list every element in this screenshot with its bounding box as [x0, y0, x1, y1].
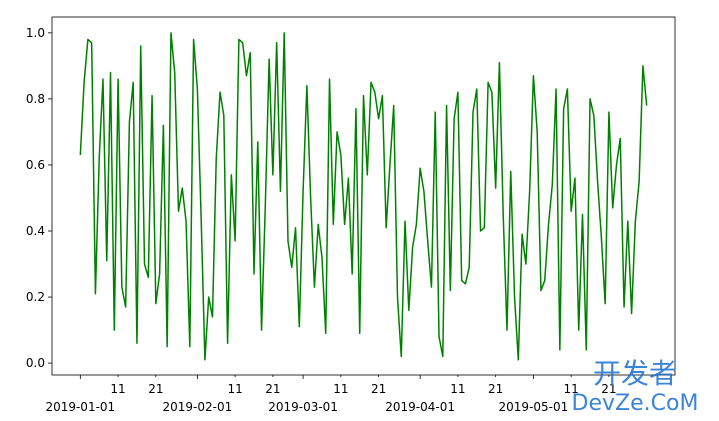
y-tick-label: 0.0	[26, 356, 45, 370]
x-tick-label: 2019-01-01	[45, 400, 115, 414]
y-tick-label: 1.0	[26, 26, 45, 40]
x-minor-tick-label: 11	[227, 382, 242, 396]
x-minor-tick-label: 11	[110, 382, 125, 396]
watermark-top: 开发者	[593, 357, 677, 390]
y-tick-label: 0.4	[26, 224, 45, 238]
x-minor-tick-label: 21	[601, 382, 616, 396]
x-minor-tick-label: 11	[564, 382, 579, 396]
axes-frame	[51, 16, 676, 376]
x-minor-tick-label: 11	[450, 382, 465, 396]
x-tick-label: 2019-05-01	[499, 400, 569, 414]
y-tick-label: 0.2	[26, 290, 45, 304]
y-tick-label: 0.6	[26, 158, 45, 172]
watermark-bottom: DevZe.CoM	[572, 391, 699, 416]
line-series	[79, 32, 648, 361]
y-tick-label: 0.8	[26, 92, 45, 106]
x-minor-tick-label: 21	[371, 382, 386, 396]
x-tick-label: 2019-02-01	[162, 400, 232, 414]
x-tick-label: 2019-03-01	[268, 400, 338, 414]
x-minor-tick-label: 21	[488, 382, 503, 396]
x-minor-tick-label: 21	[148, 382, 163, 396]
x-tick-label: 2019-04-01	[385, 400, 455, 414]
x-minor-tick-label: 21	[265, 382, 280, 396]
x-minor-tick-label: 11	[333, 382, 348, 396]
